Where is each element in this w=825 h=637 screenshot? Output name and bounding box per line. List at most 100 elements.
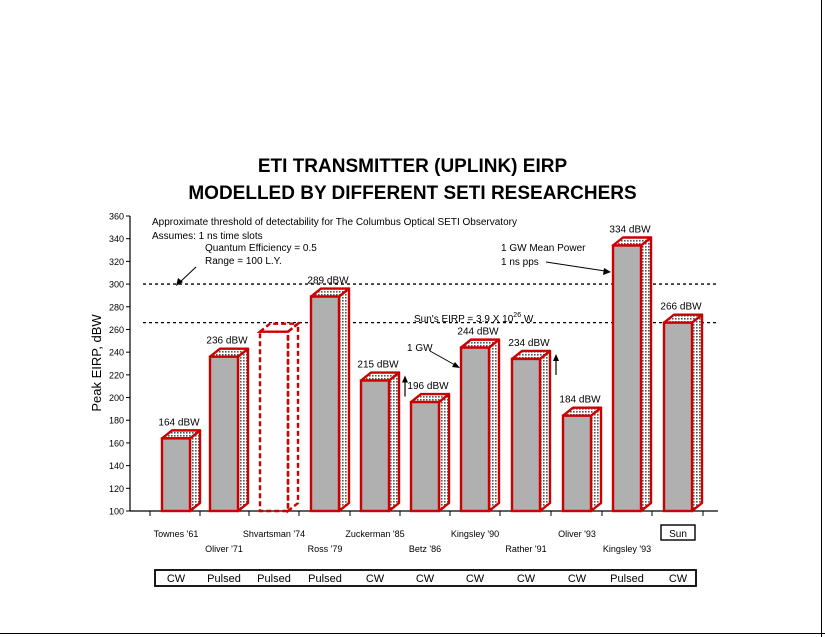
mode-label: Pulsed [308, 573, 342, 585]
mode-label: CW [416, 573, 435, 585]
category-label: Townes '61 [154, 529, 199, 539]
one-gw-pointer-arrow [429, 350, 456, 366]
mode-label: CW [669, 573, 688, 585]
bar-front-face [258, 330, 290, 513]
bar-front-face [309, 295, 341, 513]
bar-value-label: 266 dBW [660, 302, 702, 313]
y-tick-label: 300 [109, 280, 124, 290]
gw-mean-power-note: 1 GW Mean Power [501, 243, 586, 254]
transmission-mode-row: CW Pulsed Pulsed Pulsed CW CW CW CW CW Pulsed CW [154, 569, 697, 587]
suns-eirp-unit: W [521, 314, 534, 325]
bar-value-label: 196 dBW [407, 381, 449, 392]
bar-front-face [208, 355, 240, 513]
bar [409, 392, 451, 513]
y-tick-label: 320 [109, 257, 124, 267]
chart-title-line1: ETI TRANSMITTER (UPLINK) EIRP [257, 156, 568, 177]
bar-value-label: 184 dBW [559, 395, 601, 406]
ns-pps-note: 1 ns pps [501, 257, 539, 268]
y-ticks: 100 120 140 160 180 200 220 240 260 280 300 320 340 3… [109, 212, 130, 517]
bar-side-face [236, 347, 250, 513]
bar-front-face [510, 357, 542, 513]
bar-side-face [286, 321, 300, 514]
threshold-note: Approximate threshold of detectability f… [152, 217, 517, 228]
bar [611, 236, 653, 513]
frame-right-edge [821, 0, 822, 637]
threshold-pointer-arrowhead [176, 278, 183, 286]
mode-label: CW [366, 573, 385, 585]
bar-value-label: 215 dBW [357, 360, 399, 371]
bar [510, 349, 552, 513]
y-tick-label: 120 [109, 484, 124, 494]
bar-side-face [589, 406, 603, 513]
bar-side-face [188, 429, 202, 513]
y-tick-label: 260 [109, 325, 124, 335]
bar [160, 429, 202, 513]
y-tick-label: 100 [109, 507, 124, 517]
y-axis-label: Peak EIRP, dBW [89, 314, 104, 412]
one-gw-note: 1 GW [407, 343, 433, 354]
bar-front-face [662, 321, 694, 513]
bar-value-label: 289 dBW [307, 276, 349, 287]
mode-label: CW [466, 573, 485, 585]
category-label: Oliver '71 [205, 544, 243, 554]
bar-front-face [160, 437, 192, 513]
bar [208, 347, 250, 513]
bar-side-face [690, 313, 704, 513]
y-tick-label: 280 [109, 302, 124, 312]
mode-label: CW [517, 573, 536, 585]
y-tick-label: 180 [109, 416, 124, 426]
y-tick-label: 200 [109, 393, 124, 403]
bar-front-face [611, 244, 643, 513]
bar-value-label: 236 dBW [206, 336, 248, 347]
y-tick-label: 160 [109, 438, 124, 448]
category-label: Betz '86 [409, 544, 441, 554]
bar-front-face [409, 400, 441, 513]
bar-value-label: 244 dBW [457, 327, 499, 338]
suns-eirp-note: Sun's EIRP = 3.9 X 1026 W [414, 312, 534, 325]
mode-label: CW [167, 573, 186, 585]
mode-row-box [154, 569, 697, 587]
one-gw-pointer-arrowhead [452, 362, 460, 368]
bar-side-face [538, 349, 552, 513]
upward-arrow-icon [553, 353, 559, 375]
upward-arrow-icon [402, 375, 408, 397]
bar [359, 371, 401, 513]
range-note: Range = 100 L.Y. [205, 256, 282, 267]
threshold-pointer-arrow [178, 266, 197, 284]
y-tick-label: 240 [109, 348, 124, 358]
assumes-note: Assumes: 1 ns time slots [152, 231, 263, 242]
annotations: Approximate threshold of detectability f… [152, 217, 611, 368]
category-label: Sun [669, 529, 687, 540]
mode-label: Pulsed [610, 573, 644, 585]
bar [561, 406, 603, 513]
bar-front-face [459, 346, 491, 513]
y-tick-label: 220 [109, 370, 124, 380]
bar [309, 287, 351, 513]
mode-label: CW [568, 573, 587, 585]
chart-title-line2: MODELLED BY DIFFERENT SETI RESEARCHERS [188, 183, 637, 204]
gw-mean-power-pointer-arrow [545, 261, 606, 272]
category-label: Shvartsman '74 [243, 529, 305, 539]
bar-side-face [487, 338, 501, 513]
category-label: Rather '91 [505, 544, 546, 554]
category-label: Oliver '93 [558, 529, 596, 539]
y-tick-label: 360 [109, 212, 124, 222]
bar [662, 313, 704, 513]
suns-eirp-exponent: 26 [513, 312, 521, 319]
x-ticks [149, 511, 704, 516]
category-label: Kingsley '90 [451, 529, 499, 539]
bar-value-label: 164 dBW [158, 417, 200, 428]
bars [160, 236, 704, 514]
mode-label: Pulsed [207, 573, 241, 585]
bar-front-face [359, 379, 391, 513]
bar-side-face [337, 287, 351, 513]
category-label: Ross '79 [308, 544, 343, 554]
quantum-efficiency-note: Quantum Efficiency = 0.5 [205, 243, 317, 254]
bar-side-face [639, 236, 653, 513]
bar-side-face [437, 392, 451, 513]
sun-label-box [660, 524, 696, 541]
category-label: Zuckerman '85 [345, 529, 404, 539]
